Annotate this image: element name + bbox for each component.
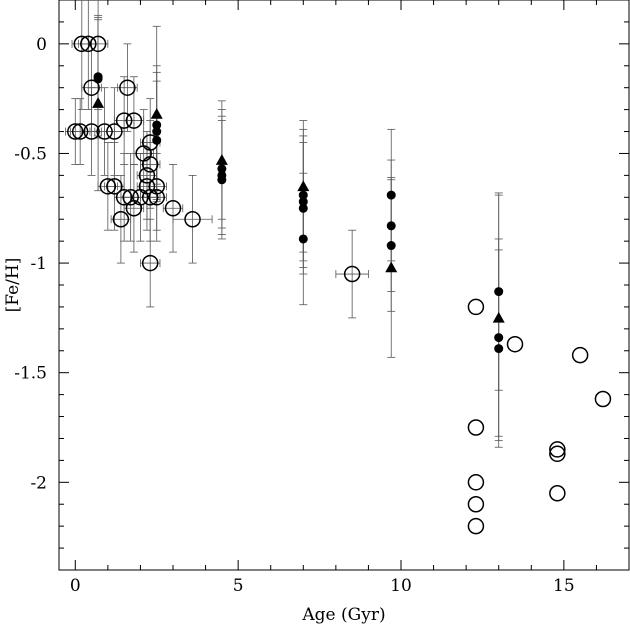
open-circle-point (106, 123, 123, 140)
open-circle-point (467, 419, 485, 436)
y-tick-label: -2 (30, 473, 47, 493)
x-tick-label: 10 (390, 576, 412, 596)
open-circle-point (73, 35, 91, 53)
filled-circle-point (298, 203, 308, 213)
open-circle-point (148, 178, 165, 195)
open-circle-point (549, 445, 566, 463)
open-circle-point (125, 112, 143, 129)
y-tick-label: 0 (36, 35, 47, 55)
open-circle-point (467, 495, 485, 513)
open-circle-point (99, 178, 117, 195)
open-circle-point (80, 35, 97, 53)
open-circle-point (112, 210, 130, 228)
open-circle-point (106, 178, 123, 195)
open-circle-point (549, 441, 566, 458)
open-circle-point (343, 265, 361, 283)
open-circle-point (467, 474, 485, 491)
filled-circle-point (93, 74, 103, 84)
filled-circle-point (386, 221, 396, 231)
open-circle-point (594, 390, 612, 408)
filled-circle-point (152, 135, 162, 145)
x-tick-label: 0 (70, 576, 81, 596)
open-circle-point (83, 123, 100, 140)
open-circle-point (141, 156, 159, 173)
filled-circle-point (152, 127, 162, 137)
open-circle-point (115, 189, 133, 206)
filled-triangle-point (150, 108, 163, 119)
open-circle-point (138, 167, 156, 184)
open-circle-point (141, 254, 159, 272)
x-tick-label: 15 (553, 576, 575, 596)
y-tick-label: -0.5 (14, 144, 47, 164)
y-tick-label: -1 (30, 254, 47, 274)
filled-triangle-point (92, 97, 105, 108)
open-circle-point (164, 200, 182, 217)
filled-triangle-point (385, 261, 398, 273)
open-circle-point (89, 35, 107, 53)
open-circle-point (96, 123, 113, 140)
filled-triangle-point (215, 154, 228, 165)
y-axis-label: [Fe/H] (3, 258, 23, 313)
plot-frame (58, 0, 630, 571)
open-circle-point (467, 298, 485, 316)
open-circle-point (467, 517, 485, 535)
filled-circle-point (386, 190, 396, 200)
y-tick-label: -1.5 (14, 364, 47, 384)
data-markers (67, 35, 612, 535)
open-circle-point (184, 210, 201, 228)
open-circle-point (71, 123, 89, 140)
filled-circle-point (494, 344, 504, 354)
x-axis-label: Age (Gyr) (301, 605, 385, 625)
filled-circle-point (298, 234, 308, 244)
open-circle-point (571, 346, 589, 364)
open-circle-point (119, 79, 136, 96)
filled-circle-point (494, 333, 504, 343)
open-circle-point (138, 178, 156, 195)
filled-triangle-point (297, 180, 310, 192)
filled-circle-point (298, 190, 308, 200)
open-circle-point (549, 485, 566, 502)
filled-circle-point (152, 120, 162, 130)
open-circle-point (67, 123, 84, 140)
filled-circle-point (494, 287, 504, 297)
open-circle-point (506, 335, 524, 353)
open-circle-point (122, 189, 139, 206)
error-bars (65, 0, 503, 448)
filled-circle-point (386, 241, 396, 251)
filled-triangle-point (492, 311, 505, 323)
open-circle-point (148, 189, 165, 206)
open-circle-point (115, 112, 133, 129)
filled-circle-point (217, 164, 227, 174)
axis-ticks: 0 5 10 15 0 -0.5 -1 -1.5 -2 (14, 0, 630, 596)
filled-circle-point (298, 197, 308, 207)
x-tick-label: 5 (233, 576, 244, 596)
filled-circle-point (217, 175, 227, 185)
open-circle-point (83, 79, 100, 96)
